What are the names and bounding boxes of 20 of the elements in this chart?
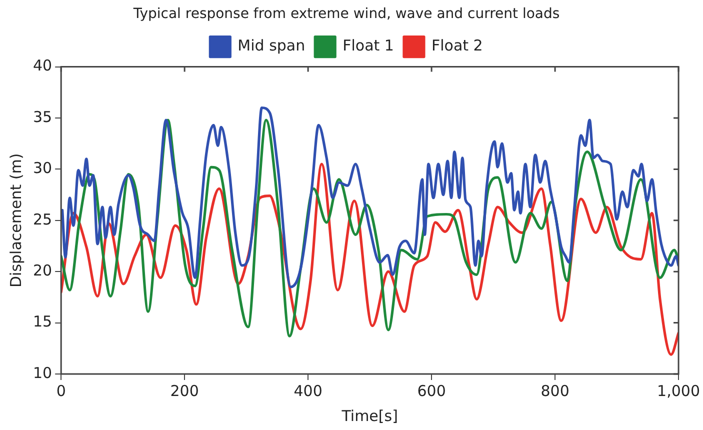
y-tick-label: 25 [32, 210, 52, 228]
x-tick-label: 0 [56, 382, 66, 400]
x-tick-label: 400 [294, 382, 322, 400]
legend-label: Float 2 [431, 36, 483, 55]
y-tick-label: 40 [32, 56, 52, 75]
y-tick-label: 35 [32, 108, 52, 126]
y-tick-label: 30 [32, 159, 52, 178]
legend-label: Float 1 [342, 36, 394, 55]
x-tick-label: 800 [540, 382, 570, 400]
x-axis-title: Time[s] [340, 406, 398, 425]
chart-title: Typical response from extreme wind, wave and current loads [132, 6, 560, 22]
y-tick-label: 20 [32, 261, 52, 280]
x-tick-label: 1,000 [657, 382, 700, 400]
line-series [61, 106, 679, 288]
x-tick-label: 600 [417, 382, 446, 400]
y-tick-label: 10 [32, 364, 52, 382]
x-tick-label: 200 [170, 382, 199, 400]
y-axis-title: Displacement (m) [6, 153, 25, 288]
legend-label: Mid span [238, 36, 306, 55]
y-tick-label: 15 [32, 312, 52, 331]
